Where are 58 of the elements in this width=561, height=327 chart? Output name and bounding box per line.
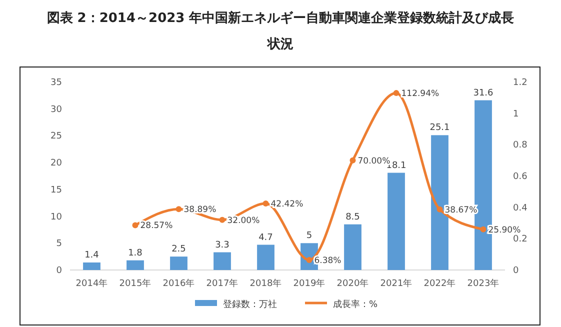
- point: [219, 216, 226, 223]
- y2-tick-label: 0: [513, 266, 519, 276]
- x-tick-label: 2016年: [162, 278, 195, 289]
- legend-label: 登録数：万社: [223, 299, 277, 310]
- data-label: 3.3: [215, 240, 230, 250]
- x-tick-label: 2014年: [76, 278, 108, 289]
- y2-tick-label: 1.2: [513, 78, 528, 88]
- point: [480, 226, 486, 232]
- point: [393, 90, 400, 96]
- legend-label: 成長率：%: [333, 299, 378, 310]
- y2-tick-label: 0.4: [513, 203, 528, 214]
- data-label: 2.5: [172, 244, 186, 255]
- data-label: 32.00%: [227, 216, 260, 226]
- point: [132, 222, 138, 228]
- y2-tick-label: 0.2: [513, 234, 528, 245]
- data-label: 5: [306, 231, 312, 242]
- point: [436, 206, 443, 212]
- x-tick-label: 2023年: [467, 278, 500, 289]
- bar: [83, 262, 100, 270]
- x-tick-label: 2017年: [206, 278, 238, 289]
- data-label: 112.94%: [401, 89, 440, 100]
- point: [350, 157, 356, 164]
- bar: [170, 256, 188, 270]
- y-tick-label: 10: [50, 212, 62, 222]
- x-tick-label: 2020年: [336, 278, 369, 289]
- data-label: 38.89%: [184, 205, 216, 216]
- data-label: 31.6: [473, 88, 494, 98]
- bar: [388, 172, 405, 270]
- y2-tick-label: 0.6: [513, 172, 528, 182]
- bar: [344, 224, 362, 270]
- chart-title: 図表 2：2014～2023 年中国新エネルギー自動車関連企業登録数統計及び成長状況: [46, 10, 514, 52]
- y-tick-label: 20: [50, 158, 62, 169]
- y2-tick-label: 1: [513, 109, 519, 120]
- x-tick-label: 2018年: [250, 278, 282, 289]
- point: [176, 206, 182, 212]
- data-label: 28.57%: [140, 221, 173, 232]
- bar: [126, 260, 144, 270]
- data-label: 1.4: [84, 250, 100, 260]
- data-label: 42.42%: [270, 200, 304, 210]
- data-label: 4.7: [258, 232, 273, 243]
- data-label: 8.5: [346, 212, 360, 222]
- x-tick-label: 2019年: [293, 278, 326, 289]
- bar: [214, 252, 231, 270]
- y-tick-label: 35: [50, 78, 62, 88]
- y-tick-label: 0: [56, 266, 62, 276]
- data-label: 1.8: [128, 248, 143, 258]
- point: [306, 257, 312, 264]
- y-tick-label: 15: [50, 185, 62, 196]
- x-tick-label: 2022年: [424, 278, 456, 289]
- data-label: 25.1: [430, 123, 450, 134]
- bar: [257, 244, 274, 270]
- y2-tick-label: 0.8: [513, 140, 528, 151]
- y-tick-label: 25: [50, 132, 62, 142]
- point: [262, 200, 269, 207]
- x-tick-label: 2021年: [380, 278, 412, 289]
- y-tick-label: 5: [56, 239, 62, 250]
- y-tick-label: 30: [50, 104, 62, 115]
- x-tick-label: 2015年: [119, 278, 152, 289]
